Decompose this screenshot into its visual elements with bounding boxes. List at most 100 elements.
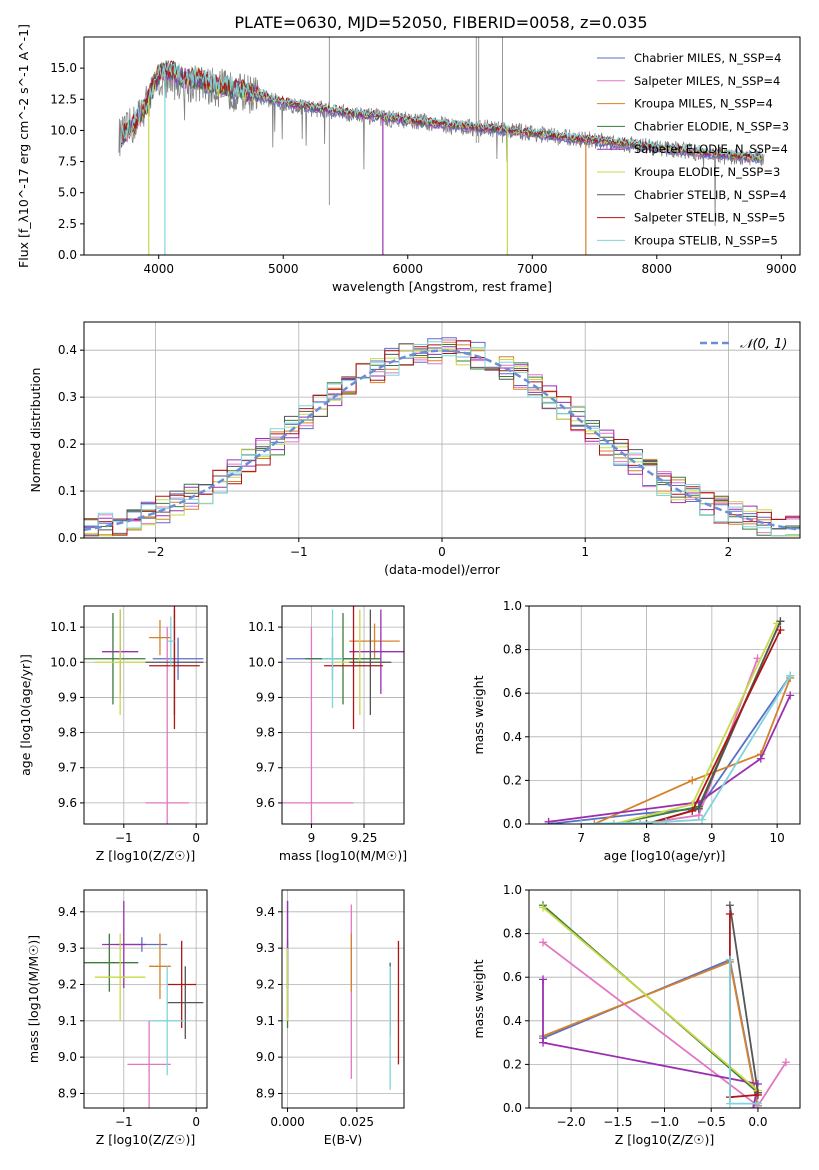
plot-area: [539, 901, 790, 1108]
errorbar-point: [321, 609, 343, 708]
weight-marker: [539, 1038, 548, 1047]
weight-series-line: [581, 675, 791, 824]
axes-frame: [83, 889, 208, 1109]
weight-marker: [753, 1099, 762, 1108]
y-tick-label: 10.0: [50, 123, 77, 137]
weight-marker: [688, 806, 697, 815]
y-tick-label: 0.0: [503, 817, 522, 831]
y-tick-label: 8.9: [58, 1086, 77, 1100]
axes-frame: [83, 36, 801, 256]
weight-marker: [725, 1099, 734, 1108]
y-tick-label: 9.9: [58, 690, 77, 704]
y-tick-label: 0.6: [503, 686, 522, 700]
plot-area: [118, 37, 765, 255]
x-tick-label: 8000: [642, 262, 673, 276]
x-axis-label: Z [log10(Z/Z☉)]: [615, 1132, 715, 1147]
weight-series-line: [548, 695, 792, 823]
y-tick-label: 10.0: [50, 655, 77, 669]
plot-area: [544, 617, 795, 824]
x-axis-label: age [log10(age/yr)]: [604, 848, 726, 863]
weight-marker: [756, 754, 765, 763]
y-tick-label: 0.2: [58, 437, 77, 451]
y-tick-label: 0.0: [58, 248, 77, 262]
x-tick-label: 0: [192, 831, 200, 845]
weight-series-line: [729, 905, 759, 1093]
weight-marker: [725, 909, 734, 918]
model-spectrum-line: [120, 60, 763, 160]
weight-marker: [577, 820, 586, 824]
y-tick-label: 9.2: [256, 977, 275, 991]
y-tick-label: 9.4: [256, 905, 275, 919]
y-tick-label: 0.8: [503, 643, 522, 657]
x-tick-label: −1.0: [650, 1115, 679, 1129]
errorbar-point: [349, 609, 404, 694]
chart-age_vs_mass: 9 9.25 9.6 9.7 9.8 9.9 10.0 10.1 mass [log10(M/M…: [248, 605, 407, 863]
y-tick-label: 9.6: [58, 796, 77, 810]
x-axis-label: Z [log10(Z/Z☉)]: [96, 1132, 196, 1147]
errorbar-point: [349, 623, 400, 659]
weight-marker: [636, 820, 645, 824]
normal-curve-line: [84, 349, 800, 532]
plot-area: [84, 337, 800, 537]
y-tick-label: 0.3: [58, 390, 77, 404]
plots: 4000 5000 6000 7000 8000 90000.02.55.07.510.0…: [16, 24, 801, 1147]
y-axis-label: age [log10(age/yr)]: [18, 654, 33, 776]
weight-series-line: [548, 675, 791, 824]
y-tick-label: 10.0: [248, 655, 275, 669]
weight-marker: [694, 804, 703, 813]
plot-area: [84, 900, 204, 1108]
y-tick-label: 9.7: [58, 761, 77, 775]
weight-series-line: [542, 958, 759, 1106]
y-axis-label: Normed distribution: [28, 368, 43, 493]
legend: Chabrier MILES, N_SSP=4 Salpeter MILES, N…: [597, 51, 789, 247]
x-tick-label: −1: [115, 1115, 133, 1129]
weight-marker: [786, 691, 795, 700]
legend-label: 𝒩(0, 1): [740, 337, 787, 352]
y-tick-label: 10.1: [248, 620, 275, 634]
x-tick-label: 7000: [517, 262, 548, 276]
errorbar-point: [94, 609, 146, 715]
x-tick-label: −2: [147, 545, 165, 559]
legend-label: Chabrier MILES, N_SSP=4: [634, 51, 781, 65]
y-tick-label: 7.5: [58, 155, 77, 169]
weight-marker: [609, 820, 618, 824]
chart-residuals: −2 −1 0 1 2 0.0 0.1 0.2 0.3 0.4 (data-model)/error…: [28, 321, 801, 577]
y-tick-label: 0.8: [503, 927, 522, 941]
x-tick-label: 1: [581, 545, 589, 559]
legend: 𝒩(0, 1): [700, 337, 787, 352]
x-tick-label: 0.025: [340, 1115, 374, 1129]
y-axis-label: mass weight: [471, 675, 486, 754]
y-tick-label: 0.4: [58, 343, 77, 357]
y-tick-label: 8.9: [256, 1086, 275, 1100]
y-tick-label: 1.0: [503, 883, 522, 897]
y-tick-label: 0.4: [503, 1014, 522, 1028]
errorbar-point: [167, 616, 175, 666]
x-axis-label: (data-model)/error: [384, 562, 501, 577]
errorbar-point: [152, 637, 204, 680]
legend-label: Salpeter STELIB, N_SSP=5: [634, 211, 785, 225]
axes-frame: [83, 605, 208, 825]
legend-label: Salpeter MILES, N_SSP=4: [634, 74, 780, 88]
y-tick-label: 2.5: [58, 217, 77, 231]
x-tick-label: 9000: [766, 262, 797, 276]
x-tick-label: 6000: [392, 262, 423, 276]
errorbar-point: [167, 966, 204, 1039]
x-tick-label: −1: [115, 831, 133, 845]
axes-frame: [528, 605, 801, 825]
y-axis-label: Flux [f_λ10^-17 erg cm^-2 s^-1 A^-1]: [16, 24, 31, 268]
weight-marker: [725, 901, 734, 910]
weight-marker: [539, 903, 548, 912]
y-tick-label: 9.7: [256, 761, 275, 775]
errorbar-point: [282, 627, 354, 824]
x-tick-label: 0.000: [270, 1115, 304, 1129]
x-tick-label: −0.5: [697, 1115, 726, 1129]
weight-marker: [698, 815, 707, 824]
y-tick-label: 9.9: [256, 690, 275, 704]
legend-label: Salpeter ELODIE, N_SSP=4: [634, 142, 788, 156]
errorbar-point: [84, 613, 146, 705]
chart-weight_vs_Z: −2.0 −1.5 −1.0 −0.5 0.0 0.0 0.2 0.4 0.6 0.8 1.0 Z […: [471, 883, 801, 1147]
y-tick-label: 9.8: [58, 726, 77, 740]
errorbar-point: [127, 1020, 171, 1108]
x-tick-label: −2.0: [556, 1115, 585, 1129]
